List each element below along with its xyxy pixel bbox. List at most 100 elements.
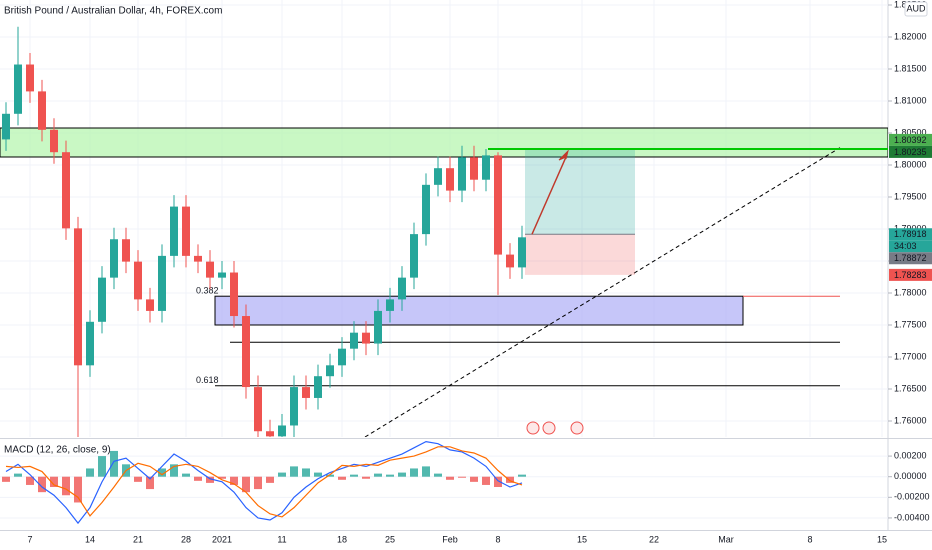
event-icon[interactable] — [542, 421, 556, 435]
price-tag-label: 1.78918 — [894, 229, 927, 239]
candle-body — [374, 310, 382, 344]
histogram-bar — [74, 476, 82, 503]
histogram-bar — [266, 476, 274, 483]
y-tick-label: 1.81500 — [894, 63, 927, 73]
y-tick-label: 1.76500 — [894, 383, 927, 393]
price-tag — [889, 145, 932, 158]
y-tick-label: -0.00400 — [894, 512, 930, 522]
candle-body — [2, 113, 10, 140]
candle-body — [122, 239, 130, 262]
histogram-bar — [158, 468, 166, 477]
candle-body — [362, 332, 370, 344]
candle-body — [194, 255, 202, 262]
histogram-bar — [386, 474, 394, 477]
candle-body — [326, 365, 334, 377]
macd-line — [5, 446, 523, 518]
y-tick-label: 0.00200 — [894, 450, 927, 460]
candle-body — [482, 155, 490, 180]
x-tick-label: 18 — [337, 534, 347, 544]
histogram-bar — [134, 476, 142, 482]
candle-body — [158, 255, 166, 311]
histogram-bar — [170, 464, 178, 477]
price-tag — [889, 228, 932, 241]
histogram-bar — [206, 476, 214, 483]
histogram-bar — [38, 476, 46, 493]
candle-body — [98, 277, 106, 322]
histogram-bar — [50, 476, 58, 488]
y-tick-label: 1.78000 — [894, 287, 927, 297]
histogram-bar — [2, 476, 10, 482]
arrow-head — [558, 149, 569, 161]
candle-body — [110, 239, 118, 278]
histogram-bar — [446, 476, 454, 480]
candle-body — [350, 332, 358, 349]
y-tick-label: 1.81000 — [894, 95, 927, 105]
candle-body — [50, 129, 58, 153]
histogram-bar — [62, 476, 70, 496]
candle-body — [302, 387, 310, 398]
y-tick-label: 1.76000 — [894, 415, 927, 425]
candle-body — [230, 272, 238, 317]
price-tag-label: 1.80235 — [894, 147, 927, 157]
candle-body — [446, 168, 454, 191]
x-tick-label: Mar — [718, 534, 734, 544]
y-tick-label: 1.79500 — [894, 191, 927, 201]
histogram-bar — [254, 476, 262, 490]
x-tick-label: 22 — [649, 534, 659, 544]
candle-body — [74, 228, 82, 366]
histogram-bar — [242, 476, 250, 493]
x-tick-label: 14 — [85, 534, 95, 544]
candle-body — [146, 299, 154, 311]
candle-body — [470, 157, 478, 180]
candle-body — [14, 64, 22, 114]
candle-body — [266, 431, 274, 437]
histogram-bar — [398, 472, 406, 477]
price-tag — [889, 252, 932, 265]
x-tick-label: 21 — [133, 534, 143, 544]
price-tag — [889, 240, 932, 253]
candle-body — [410, 234, 418, 278]
histogram-bar — [494, 476, 502, 488]
event-icon[interactable] — [570, 421, 584, 435]
candle-body — [494, 155, 502, 255]
chart-title: British Pound / Australian Dollar, 4h, F… — [4, 6, 222, 17]
candle-body — [182, 206, 190, 256]
zone — [214, 295, 744, 326]
candle-body — [170, 206, 178, 256]
fib-label: 0.382 — [196, 286, 219, 296]
histogram-bar — [350, 474, 358, 477]
histogram-bar — [458, 476, 466, 478]
event-icons — [526, 421, 584, 435]
x-tick-label: 15 — [577, 534, 587, 544]
x-tick-label: 8 — [807, 534, 812, 544]
x-tick-label: 25 — [385, 534, 395, 544]
y-tick-label: 1.80000 — [894, 159, 927, 169]
x-tick-label: 2021 — [212, 534, 232, 544]
histogram-bar — [410, 468, 418, 477]
histogram-bar — [110, 450, 118, 477]
histogram-bar — [146, 476, 154, 490]
y-tick-label: 1.77000 — [894, 351, 927, 361]
x-tick-label: 28 — [181, 534, 191, 544]
position-loss — [525, 234, 635, 275]
histogram-bar — [86, 468, 94, 477]
currency-badge[interactable] — [904, 1, 928, 17]
histogram-bar — [182, 473, 190, 477]
candle-body — [518, 237, 526, 268]
histogram-bar — [314, 472, 322, 477]
histogram-bar — [422, 466, 430, 477]
candle-body — [434, 168, 442, 185]
x-tick-label: 7 — [27, 534, 32, 544]
event-icon[interactable] — [526, 421, 540, 435]
macd-pane — [0, 441, 888, 525]
candle-body — [398, 277, 406, 300]
arrow — [531, 156, 567, 235]
price-tag-label: 1.78872 — [894, 253, 927, 263]
histogram-bar — [362, 476, 370, 479]
y-tick-label: 1.80500 — [894, 127, 927, 137]
price-pane: 0.382 0.618 — [0, 0, 888, 437]
price-tag — [889, 268, 932, 281]
zone — [0, 127, 888, 158]
histogram-bar — [470, 476, 478, 482]
